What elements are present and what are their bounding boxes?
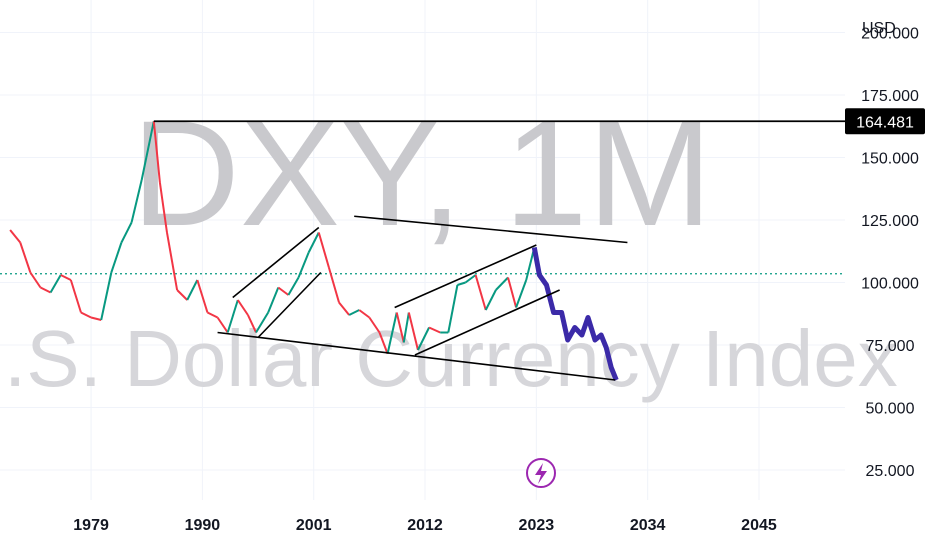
- price-segment: [207, 311, 219, 319]
- price-segment: [338, 301, 350, 316]
- price-segment: [152, 121, 161, 183]
- price-segment: [226, 299, 239, 333]
- x-tick-label: 2034: [630, 517, 666, 534]
- mini-channel-2-top: [394, 244, 537, 309]
- projection-path: [531, 247, 619, 381]
- price-segment: [484, 289, 497, 311]
- price-segment: [287, 276, 300, 296]
- price-segment: [40, 286, 52, 294]
- price-segment: [307, 232, 320, 253]
- y-tick-label: 100.000: [861, 276, 919, 293]
- price-segment: [428, 326, 441, 334]
- price-segment: [165, 232, 179, 291]
- price-segment: [130, 179, 143, 223]
- price-segment: [368, 316, 381, 334]
- price-segment: [176, 289, 188, 301]
- x-tick-label: 2045: [741, 517, 777, 534]
- price-segment: [158, 182, 168, 233]
- time-axis[interactable]: 1979 1990 2001 2012 2023 2034 2045: [73, 517, 777, 534]
- y-tick-label: 75.000: [866, 338, 915, 355]
- price-segment: [515, 279, 528, 308]
- lightning-bolt-icon-glyph: [535, 463, 547, 484]
- price-segment: [395, 312, 405, 343]
- price-segment: [196, 279, 209, 313]
- price-segment: [267, 287, 280, 313]
- trendlines[interactable]: [153, 120, 845, 381]
- channel-bottom-line: [217, 331, 616, 381]
- price-axis[interactable]: 25.000 50.000 75.000 100.000 125.000 150.000 1…: [861, 26, 919, 481]
- channel-top-line: [354, 215, 628, 244]
- price-segment: [378, 332, 389, 355]
- price-segment: [19, 242, 32, 273]
- price-segment: [402, 312, 410, 343]
- y-tick-label: 150.000: [861, 151, 919, 168]
- price-segment: [386, 312, 398, 354]
- price-tag-background: [845, 108, 925, 135]
- y-tick-label: 125.000: [861, 213, 919, 230]
- mini-channel-1-top: [232, 226, 320, 299]
- price-segment: [9, 229, 22, 244]
- last-price-tag: 164.481: [845, 108, 925, 135]
- currency-label: USD: [862, 20, 896, 37]
- price-segment: [80, 311, 92, 319]
- price-segment: [507, 277, 518, 308]
- price-tag-value: 164.481: [856, 114, 914, 131]
- price-segment: [317, 232, 330, 268]
- x-tick-label: 2001: [296, 517, 332, 534]
- price-segment: [327, 267, 340, 303]
- price-segment: [447, 284, 459, 333]
- price-segment: [457, 281, 466, 286]
- x-tick-label: 2012: [407, 517, 443, 534]
- price-segment: [236, 299, 249, 316]
- x-tick-label: 1990: [185, 517, 221, 534]
- price-segment: [186, 279, 199, 301]
- price-segment: [110, 242, 123, 273]
- watermark-title: DXY, 1M: [132, 89, 713, 257]
- x-tick-label: 2023: [519, 517, 555, 534]
- price-segment: [69, 279, 82, 313]
- price-segment: [464, 274, 477, 284]
- price-segment: [216, 316, 229, 334]
- y-tick-label: 50.000: [866, 401, 915, 418]
- price-segment: [358, 309, 370, 319]
- price-segment: [120, 222, 133, 243]
- price-segment: [277, 286, 290, 296]
- price-segment: [348, 309, 360, 316]
- x-tick-label: 1979: [73, 517, 109, 534]
- price-segment: [495, 276, 509, 291]
- price-segment: [255, 311, 270, 334]
- price-segment: [49, 274, 62, 294]
- price-segment: [417, 327, 430, 351]
- price-segment: [140, 121, 155, 181]
- price-segment: [474, 274, 487, 311]
- price-series: [9, 121, 619, 381]
- price-segment: [297, 252, 310, 278]
- price-segment: [90, 316, 102, 321]
- price-segment: [407, 312, 419, 351]
- price-segment: [29, 271, 42, 289]
- lightning-bolt-icon[interactable]: [526, 458, 556, 488]
- price-segment: [247, 314, 257, 333]
- price-segment: [60, 274, 72, 281]
- y-tick-label: 175.000: [861, 88, 919, 105]
- y-tick-label: 200.000: [861, 26, 919, 43]
- y-tick-label: 25.000: [866, 463, 915, 480]
- mini-channel-1-bottom: [257, 271, 322, 339]
- mini-channel-2-bottom: [414, 289, 560, 356]
- price-segment: [100, 272, 113, 321]
